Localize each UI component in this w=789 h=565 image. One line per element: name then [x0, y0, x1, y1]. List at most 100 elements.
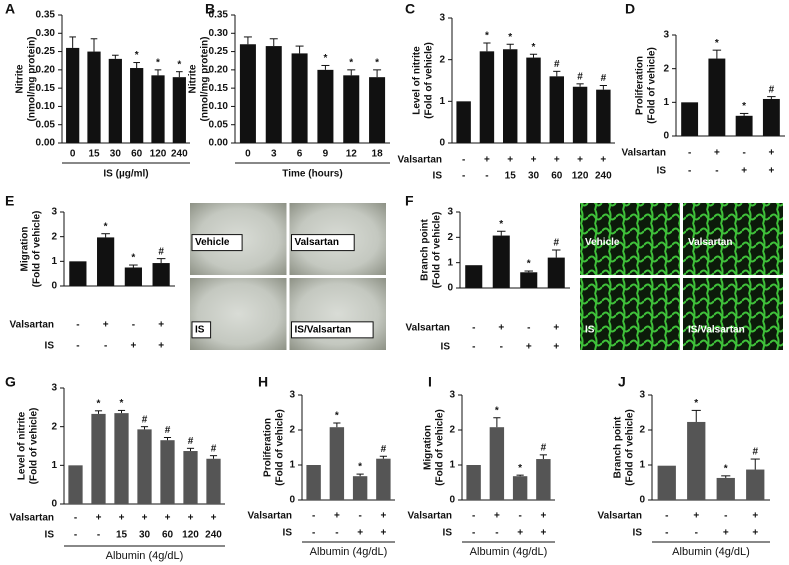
significance-mark: #	[769, 84, 775, 95]
image-label: IS/Valsartan	[295, 324, 352, 335]
bar	[265, 46, 282, 144]
row-value: -	[485, 171, 488, 182]
bar	[306, 465, 321, 500]
bar	[492, 235, 510, 288]
row-value: 30	[528, 171, 540, 182]
significance-mark: #	[142, 414, 148, 425]
row-value: +	[119, 513, 125, 524]
row-value: -	[695, 528, 698, 539]
row-value: +	[540, 511, 546, 522]
bar	[572, 86, 588, 143]
row-value: +	[334, 511, 340, 522]
panel-letter: J	[618, 374, 626, 390]
y-axis-label: (Fold of vehicle)	[647, 47, 658, 124]
significance-mark: *	[104, 221, 108, 232]
bar	[547, 257, 565, 288]
y-tick-label: 2	[439, 54, 445, 65]
y-tick-label: 3	[51, 383, 57, 394]
y-tick-label: 0.05	[209, 119, 229, 130]
row-value: +	[768, 148, 774, 159]
panel-letter: G	[5, 374, 16, 390]
row-value: -	[472, 323, 475, 334]
image-label-box	[191, 321, 212, 339]
row-value: -	[472, 342, 475, 353]
bar	[479, 51, 495, 144]
y-axis-label: (Fold of vehicle)	[435, 409, 446, 486]
row-label: Valsartan	[248, 511, 292, 522]
significance-mark: *	[156, 57, 160, 68]
y-tick-label: 0.15	[209, 83, 229, 94]
y-tick-label: 0	[449, 495, 455, 506]
image-label: Vehicle	[585, 237, 620, 248]
significance-mark: *	[323, 53, 327, 64]
bar	[152, 263, 170, 286]
bar	[66, 47, 80, 143]
bar	[526, 57, 541, 144]
bar	[352, 476, 368, 500]
row-label: Valsartan	[408, 511, 452, 522]
x-tick-label: 9	[323, 149, 329, 160]
significance-mark: #	[211, 443, 217, 454]
footer-label: Albumin (4g/dL)	[672, 546, 750, 558]
row-value: +	[693, 511, 699, 522]
row-value: 15	[116, 530, 128, 541]
panel-letter: C	[405, 1, 415, 17]
y-axis-label: (Fold of vehicle)	[29, 408, 40, 485]
bar	[329, 427, 345, 500]
bar	[762, 98, 780, 136]
significance-mark: *	[742, 101, 746, 112]
row-label: IS	[441, 342, 451, 353]
row-label: IS	[657, 166, 667, 177]
row-value: +	[188, 513, 194, 524]
row-value: -	[132, 320, 135, 331]
y-tick-label: 2	[51, 421, 57, 432]
x-tick-label: 120	[150, 149, 167, 160]
image-label: IS/Valsartan	[688, 324, 745, 335]
significance-mark: #	[752, 447, 758, 458]
row-value: +	[380, 528, 386, 539]
significance-mark: #	[553, 238, 559, 249]
y-tick-label: 0.05	[36, 119, 56, 130]
row-value: +	[498, 323, 504, 334]
x-tick-label: 15	[88, 149, 100, 160]
bar	[376, 458, 391, 500]
y-axis-label: Proliferation	[263, 418, 274, 477]
bar	[124, 267, 142, 286]
image-label-box	[291, 234, 355, 252]
bar	[536, 459, 551, 500]
y-tick-label: 0.30	[36, 28, 56, 39]
micrograph	[289, 278, 386, 350]
row-value: -	[76, 320, 79, 331]
y-axis-label: Level of nitrite	[412, 46, 423, 115]
x-tick-label: 0	[70, 149, 76, 160]
row-value: +	[103, 320, 109, 331]
row-value: +	[507, 155, 513, 166]
row-value: -	[76, 341, 79, 352]
row-value: +	[526, 342, 532, 353]
x-axis-label: IS (µg/ml)	[103, 169, 148, 180]
x-tick-label: 6	[297, 149, 303, 160]
y-axis-label: (Fold of vehicle)	[32, 211, 43, 288]
micrograph	[683, 203, 783, 275]
bar	[343, 75, 360, 143]
y-tick-label: 0	[439, 138, 445, 149]
row-label: IS	[45, 341, 55, 352]
significance-mark: *	[724, 463, 728, 474]
y-tick-label: 3	[51, 207, 57, 218]
row-value: -	[462, 171, 465, 182]
y-tick-label: 2	[447, 232, 453, 243]
row-value: -	[312, 528, 315, 539]
row-value: +	[577, 155, 583, 166]
y-tick-label: 0.25	[36, 46, 56, 57]
bar	[68, 465, 83, 504]
panel-letter: D	[625, 1, 635, 17]
row-value: -	[688, 166, 691, 177]
footer-label: Albumin (4g/dL)	[106, 550, 184, 562]
row-value: 120	[182, 530, 199, 541]
y-axis-label: Level of nitrite	[17, 411, 28, 480]
bar	[681, 102, 699, 136]
bar	[456, 101, 471, 143]
significance-mark: *	[335, 411, 339, 422]
significance-mark: *	[527, 259, 531, 270]
row-value: +	[714, 148, 720, 159]
